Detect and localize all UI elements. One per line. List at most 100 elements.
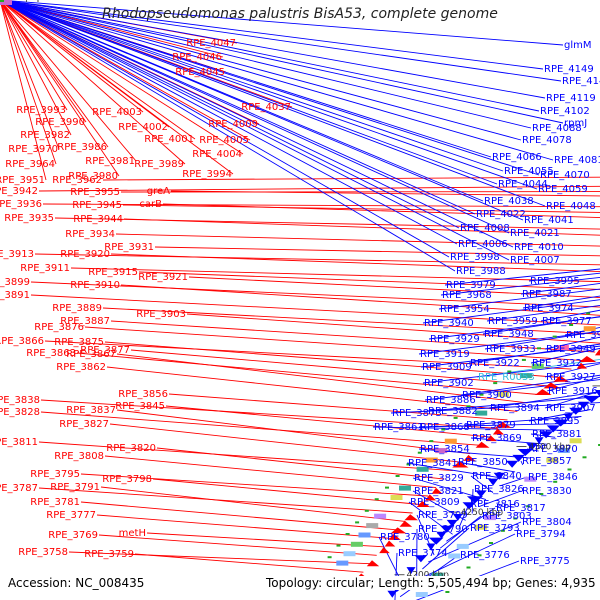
right-label-line [422, 527, 470, 570]
left-gene-label: RPE_3982 [20, 130, 70, 141]
forward-gene-arrow [486, 435, 497, 442]
reverse-gene-arrow [414, 555, 428, 563]
right-gene-label: RPE_4008 [460, 223, 510, 234]
analysis-box [474, 524, 487, 530]
forward-gene-arrow [390, 527, 407, 534]
right-gene-label: RPE_3987 [522, 289, 572, 300]
gc-skew-mark [507, 370, 512, 373]
left-gene-label: RPE_3910 [70, 280, 120, 291]
left-gene-label: RPE_3875 [54, 337, 104, 348]
right-label-line [478, 490, 522, 508]
gc-skew-mark [567, 468, 572, 471]
right-label-line [422, 299, 600, 324]
right-gene-label: RPE_3933 [486, 344, 536, 355]
right-label-line [470, 475, 494, 494]
reverse-gene-arrow [487, 478, 499, 486]
left-label-line [0, 0, 144, 113]
analysis-box [399, 485, 411, 491]
right-label-line [464, 416, 582, 426]
reverse-gene-arrow [493, 472, 505, 480]
analysis-box [366, 523, 379, 529]
left-label-line [40, 411, 480, 446]
right-gene-label: RPE_4010 [514, 242, 564, 253]
gc-skew-mark [374, 498, 379, 501]
left-gene-label: RPE_3777 [46, 510, 96, 521]
left-label-line [0, 0, 120, 177]
left-gene-label: RPE_3915 [88, 267, 138, 278]
right-gene-label: RPE_4102 [540, 106, 590, 117]
gc-skew-mark [336, 544, 341, 547]
analysis-box [425, 457, 438, 463]
right-gene-label: RPE_3816 [470, 499, 520, 510]
right-label-line [540, 309, 600, 322]
gc-skew-mark [489, 542, 493, 544]
right-label-line [544, 390, 600, 409]
right-gene-label: RPE_3830 [522, 486, 572, 497]
analysis-box [475, 410, 488, 416]
left-gene-label: RPE_3867 [66, 349, 116, 360]
left-gene-label: RPE_3863 [26, 348, 76, 359]
right-label-line [412, 477, 487, 501]
right-gene-label: RPE_3988 [456, 266, 506, 277]
topology-text: Topology: circular; Length: 5,505,494 bp… [262, 576, 596, 590]
right-gene-label: RPE_3995 [530, 276, 580, 287]
analysis-box [546, 457, 559, 463]
analysis-box [583, 326, 596, 332]
left-gene-label: RPE_3791 [50, 482, 100, 493]
gc-skew-mark [466, 405, 471, 408]
left-gene-label: RPE_4046 [172, 52, 222, 63]
gc-skew-mark [406, 463, 411, 466]
right-label-line [0, 0, 514, 248]
left-gene-label: RPE_3931 [104, 242, 154, 253]
left-gene-label: RPE_3936 [0, 199, 42, 210]
left-gene-label: RPE_3964 [5, 159, 55, 170]
right-label-line [0, 0, 546, 99]
left-label-line [0, 0, 72, 136]
left-gene-label: RPE_3837 [66, 405, 116, 416]
left-gene-label: carB [139, 199, 162, 210]
right-label-line [522, 295, 600, 309]
gc-skew-mark [582, 456, 587, 459]
right-gene-label: RPE_3907 [546, 403, 596, 414]
gc-skew-mark [537, 347, 541, 350]
right-gene-label: RPE_3774 [398, 548, 448, 559]
gc-skew-mark [0, 0, 4, 2]
gc-skew-mark [479, 393, 484, 396]
left-gene-label: RPE_4045 [175, 67, 225, 78]
left-gene-label: RPE_3899 [0, 277, 30, 288]
forward-gene-arrow [404, 514, 418, 521]
left-label-line [34, 253, 600, 266]
right-gene-label: RPE_3803 [482, 511, 532, 522]
left-gene-label: RPE_3889 [52, 303, 102, 314]
reverse-gene-arrow [512, 454, 525, 462]
forward-gene-arrow [579, 356, 597, 362]
left-gene-label: RPE_3781 [30, 497, 80, 508]
left-label-line [116, 353, 528, 404]
accession-text: Accession: NC_008435 [8, 576, 145, 590]
reverse-gene-arrow [426, 543, 436, 551]
gc-skew-mark [453, 416, 458, 419]
left-label-line [162, 203, 600, 218]
right-label-line [439, 515, 482, 549]
left-gene-label: RPE_4001 [144, 134, 194, 145]
left-label-line [152, 478, 421, 505]
analysis-box [415, 592, 428, 597]
left-gene-label: greA [147, 186, 170, 197]
right-label-line [482, 316, 600, 335]
gc-skew-mark [598, 444, 600, 446]
analysis-box [358, 532, 371, 538]
right-gene-label: RPE_3780 [380, 532, 430, 543]
left-label-line [44, 340, 572, 370]
left-label-line [30, 294, 600, 326]
analysis-box [524, 476, 537, 482]
kbp-labels: 50 kbp4600 kbp4550 kbp4500 kbp4450 kbp44… [0, 0, 571, 581]
right-label-line [0, 0, 460, 229]
left-label-line [0, 0, 186, 165]
reverse-gene-arrow [595, 390, 600, 397]
gc-skew-mark [500, 529, 505, 532]
left-gene-label: RPE_3993 [16, 105, 66, 116]
forward-gene-arrow [366, 560, 380, 567]
reverse-gene-arrow [569, 407, 583, 415]
gc-skew-mark [586, 312, 591, 315]
